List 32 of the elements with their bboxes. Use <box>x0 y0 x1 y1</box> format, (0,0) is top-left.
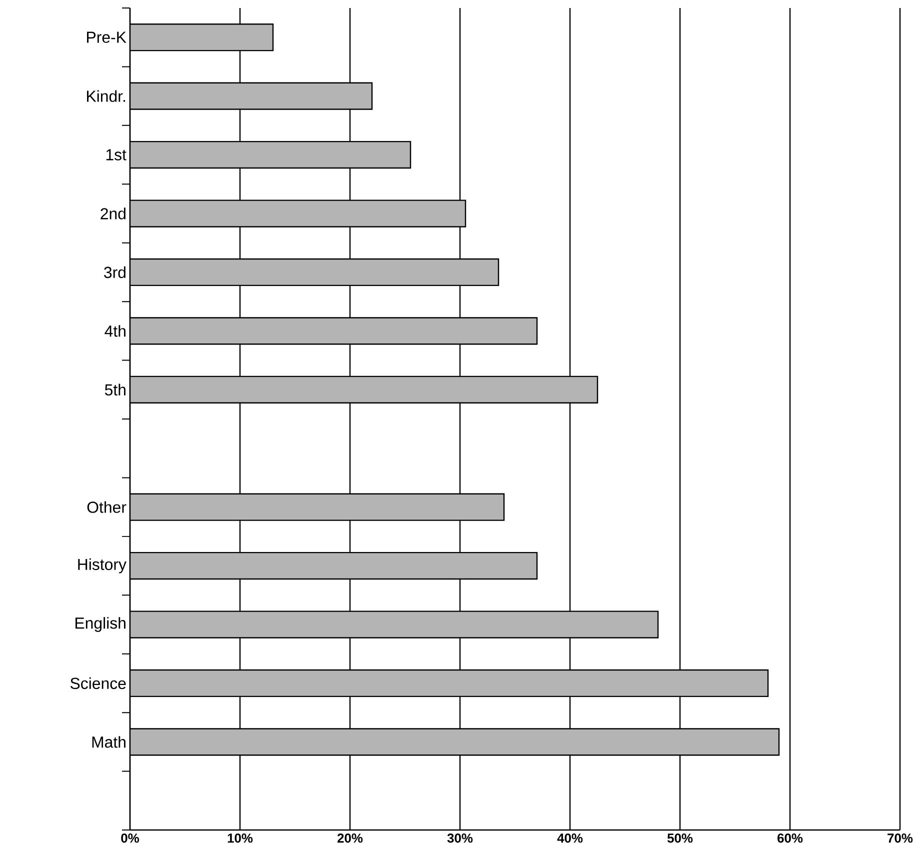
bar <box>130 258 500 286</box>
x-tick-label: 0% <box>121 834 140 843</box>
y-tick-label: Pre-K <box>87 32 126 43</box>
bar <box>130 552 538 580</box>
x-tick-label: 50% <box>667 834 693 843</box>
y-tick-label: English <box>76 617 126 632</box>
x-tick-label: 70% <box>888 834 913 843</box>
y-tick-label: 1st <box>106 149 126 160</box>
x-tick-label: 30% <box>447 834 473 843</box>
y-tick-label: 3rd <box>104 266 126 278</box>
y-tick-label: Math <box>92 736 126 748</box>
x-tick-label: 40% <box>557 834 583 843</box>
bar <box>130 82 373 110</box>
x-tick-label: 60% <box>778 834 803 843</box>
bar <box>130 317 538 345</box>
bar <box>130 669 769 698</box>
y-tick-label: Science <box>70 677 126 690</box>
bar <box>130 728 780 756</box>
bar <box>130 200 466 228</box>
y-tick-label: Kindr. <box>87 90 126 102</box>
y-tick-label: Other <box>87 501 126 513</box>
y-tick-label: History <box>78 558 126 574</box>
bar <box>130 610 659 638</box>
bar <box>130 24 274 52</box>
x-tick-label: 20% <box>337 834 363 843</box>
y-tick-label: 4th <box>104 325 126 337</box>
bar <box>130 493 505 521</box>
y-tick-label: 2nd <box>100 208 126 220</box>
x-tick-label: 10% <box>228 834 253 843</box>
bar <box>130 140 412 169</box>
y-tick-label: 5th <box>104 384 126 396</box>
bar <box>130 376 598 404</box>
